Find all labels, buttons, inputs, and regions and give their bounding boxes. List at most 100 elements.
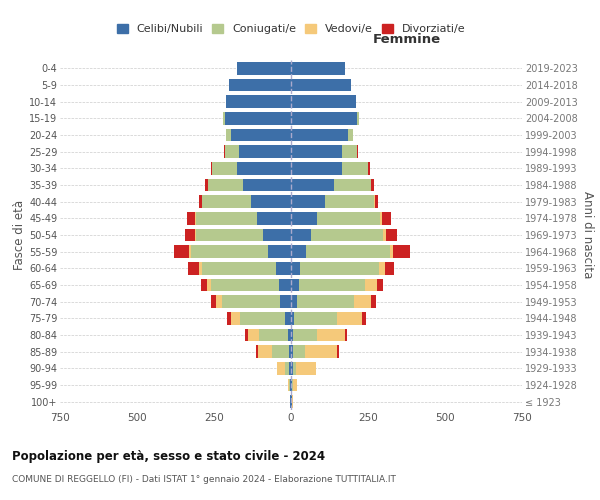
Bar <box>307 246 389 258</box>
Bar <box>317 329 345 341</box>
Bar <box>291 212 317 224</box>
Bar <box>239 146 291 158</box>
Bar <box>354 296 371 308</box>
Bar <box>237 62 291 74</box>
Bar <box>223 112 225 124</box>
Bar <box>291 246 307 258</box>
Text: Popolazione per età, sesso e stato civile - 2024: Popolazione per età, sesso e stato civil… <box>12 450 325 463</box>
Bar <box>188 262 199 274</box>
Bar <box>215 296 222 308</box>
Bar <box>268 246 291 258</box>
Bar <box>275 262 291 274</box>
Bar <box>272 346 289 358</box>
Bar <box>229 78 291 91</box>
Bar <box>196 229 263 241</box>
Bar <box>225 146 239 158</box>
Bar <box>357 112 359 124</box>
Bar <box>337 312 362 324</box>
Bar <box>205 179 208 191</box>
Bar <box>365 279 377 291</box>
Bar <box>291 96 356 108</box>
Bar <box>291 229 311 241</box>
Bar <box>191 246 268 258</box>
Bar <box>293 329 317 341</box>
Bar <box>386 229 397 241</box>
Bar <box>207 279 211 291</box>
Bar <box>368 162 370 174</box>
Bar <box>379 262 385 274</box>
Bar <box>290 379 291 391</box>
Bar <box>291 396 292 408</box>
Bar <box>289 346 291 358</box>
Bar <box>291 179 334 191</box>
Bar <box>291 62 345 74</box>
Bar <box>385 262 394 274</box>
Bar <box>291 78 351 91</box>
Bar <box>300 262 379 274</box>
Bar <box>174 246 190 258</box>
Bar <box>291 329 293 341</box>
Bar <box>199 196 202 208</box>
Bar <box>258 346 272 358</box>
Bar <box>342 162 368 174</box>
Bar <box>294 312 337 324</box>
Bar <box>362 312 365 324</box>
Bar <box>289 362 291 374</box>
Bar <box>289 379 290 391</box>
Bar <box>291 112 357 124</box>
Bar <box>196 212 257 224</box>
Bar <box>211 162 212 174</box>
Bar <box>380 212 382 224</box>
Bar <box>190 246 191 258</box>
Bar <box>211 279 278 291</box>
Bar <box>277 362 285 374</box>
Bar <box>375 196 379 208</box>
Bar <box>226 96 291 108</box>
Bar <box>345 329 347 341</box>
Bar <box>222 296 280 308</box>
Bar <box>292 396 293 408</box>
Bar <box>202 262 275 274</box>
Bar <box>348 128 353 141</box>
Bar <box>212 162 237 174</box>
Bar <box>288 379 289 391</box>
Bar <box>299 279 365 291</box>
Bar <box>382 212 391 224</box>
Bar <box>240 312 285 324</box>
Bar <box>291 262 300 274</box>
Bar <box>194 229 196 241</box>
Bar <box>293 346 305 358</box>
Bar <box>237 162 291 174</box>
Bar <box>290 396 291 408</box>
Bar <box>305 346 337 358</box>
Legend: Celibi/Nubili, Coniugati/e, Vedovi/e, Divorziati/e: Celibi/Nubili, Coniugati/e, Vedovi/e, Di… <box>116 24 466 34</box>
Bar <box>293 379 297 391</box>
Bar <box>374 196 375 208</box>
Bar <box>211 296 215 308</box>
Bar <box>291 128 348 141</box>
Bar <box>201 279 207 291</box>
Bar <box>297 296 354 308</box>
Bar <box>292 379 293 391</box>
Bar <box>245 329 248 341</box>
Bar <box>227 312 231 324</box>
Bar <box>199 262 202 274</box>
Bar <box>393 246 410 258</box>
Bar <box>185 229 194 241</box>
Bar <box>195 212 196 224</box>
Bar <box>291 312 294 324</box>
Bar <box>296 362 316 374</box>
Bar <box>257 212 291 224</box>
Bar <box>311 229 383 241</box>
Bar <box>317 212 380 224</box>
Bar <box>342 146 357 158</box>
Bar <box>202 196 251 208</box>
Bar <box>377 279 383 291</box>
Bar <box>383 229 386 241</box>
Bar <box>248 329 259 341</box>
Bar <box>231 312 240 324</box>
Bar <box>251 196 291 208</box>
Bar <box>231 128 291 141</box>
Bar <box>291 279 299 291</box>
Bar <box>280 296 291 308</box>
